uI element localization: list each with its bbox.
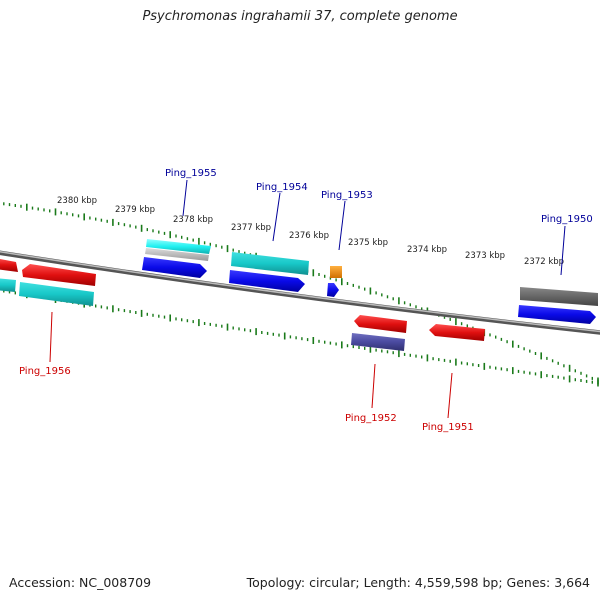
ruler-label: 2373 kbp (465, 251, 505, 261)
ruler-label: 2377 kbp (231, 223, 271, 233)
gene-feature[interactable] (145, 248, 209, 261)
gene-feature-ping-1952[interactable] (354, 315, 407, 333)
gene-label-ping-1956[interactable]: Ping_1956 (19, 366, 71, 377)
reverse-genes (0, 278, 485, 351)
gene-feature-ping-1953[interactable] (330, 266, 342, 278)
genome-backbone (0, 250, 600, 335)
gene-feature-ping-1954[interactable] (231, 252, 309, 275)
gene-feature[interactable] (351, 333, 405, 351)
ruler-label: 2374 kbp (407, 245, 447, 255)
accession-text: Accession: NC_008709 (9, 575, 152, 590)
label-leaders (49, 179, 566, 419)
gene-feature-ping-1955[interactable] (146, 239, 211, 254)
gene-feature[interactable] (518, 305, 596, 324)
gene-feature[interactable] (22, 264, 96, 286)
ruler-label: 2379 kbp (115, 205, 155, 215)
gene-feature-ping-1950[interactable] (520, 287, 598, 306)
ruler-label: 2378 kbp (173, 215, 213, 225)
ruler-label: 2372 kbp (524, 257, 564, 267)
gene-label-ping-1954[interactable]: Ping_1954 (256, 182, 308, 193)
topology-text: Topology: circular; Length: 4,559,598 bp… (246, 575, 590, 590)
gene-feature[interactable] (327, 283, 339, 297)
gene-feature[interactable] (142, 257, 207, 278)
gene-feature[interactable] (229, 270, 305, 292)
gene-feature[interactable] (0, 258, 18, 272)
gene-feature[interactable] (0, 278, 16, 292)
ruler-label: 2380 kbp (57, 196, 97, 206)
gene-feature-ping-1956[interactable] (19, 282, 94, 306)
outer-ruler-ticks (3, 202, 599, 385)
genome-backbone-highlight (0, 251, 600, 333)
gene-label-ping-1952[interactable]: Ping_1952 (345, 413, 397, 424)
forward-genes (0, 239, 598, 324)
gene-label-ping-1951[interactable]: Ping_1951 (422, 422, 474, 433)
gene-feature-ping-1951[interactable] (429, 324, 485, 341)
ruler-labels: 2380 kbp 2379 kbp 2378 kbp 2377 kbp 2376… (57, 196, 564, 267)
map-title: Psychromonas ingrahamii 37, complete gen… (142, 9, 458, 24)
gene-label-ping-1955[interactable]: Ping_1955 (165, 168, 217, 179)
ruler-label: 2375 kbp (348, 238, 388, 248)
gene-label-ping-1950[interactable]: Ping_1950 (541, 214, 593, 225)
ruler-label: 2376 kbp (289, 231, 329, 241)
gene-label-ping-1953[interactable]: Ping_1953 (321, 190, 373, 201)
gene-labels: Ping_1955 Ping_1954 Ping_1953 Ping_1950 … (19, 168, 593, 433)
